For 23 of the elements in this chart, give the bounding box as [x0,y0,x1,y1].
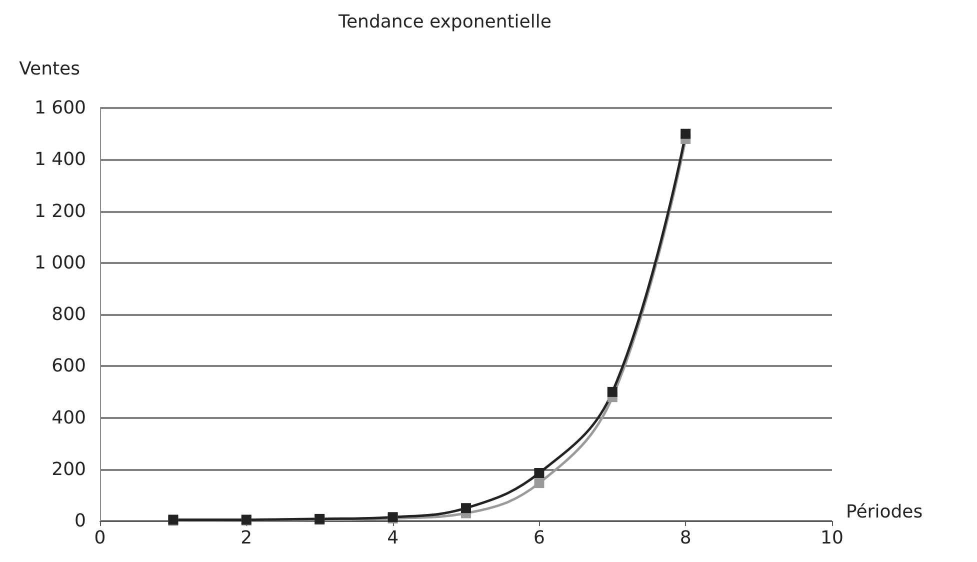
y-tick-label: 1 200 [34,200,86,222]
y-tick-label: 800 [52,304,86,325]
point [680,128,691,139]
y-tick-label: 200 [52,458,86,480]
x-tick-label: 0 [94,528,106,548]
point [534,478,544,488]
x-tick-label: 6 [533,528,545,548]
x-axis-title: Périodes [846,502,923,522]
y-tick-label: 0 [74,510,86,532]
chart-title: Tendance exponentielle [338,12,552,32]
x-tick-label: 2 [240,528,252,548]
y-tick-label: 1 600 [34,98,86,118]
y-axis-title: Ventes [19,58,80,80]
point [461,503,471,514]
y-tick-label: 400 [52,407,86,428]
point [607,386,618,397]
x-tick-label: 4 [387,528,399,548]
y-tick-label: 1 000 [34,252,86,274]
y-tick-label: 600 [52,356,86,377]
x-tick-label: 8 [680,528,692,548]
y-tick-label: 1 400 [34,149,86,170]
x-tick-label: 10 [820,528,844,548]
point [534,468,544,478]
